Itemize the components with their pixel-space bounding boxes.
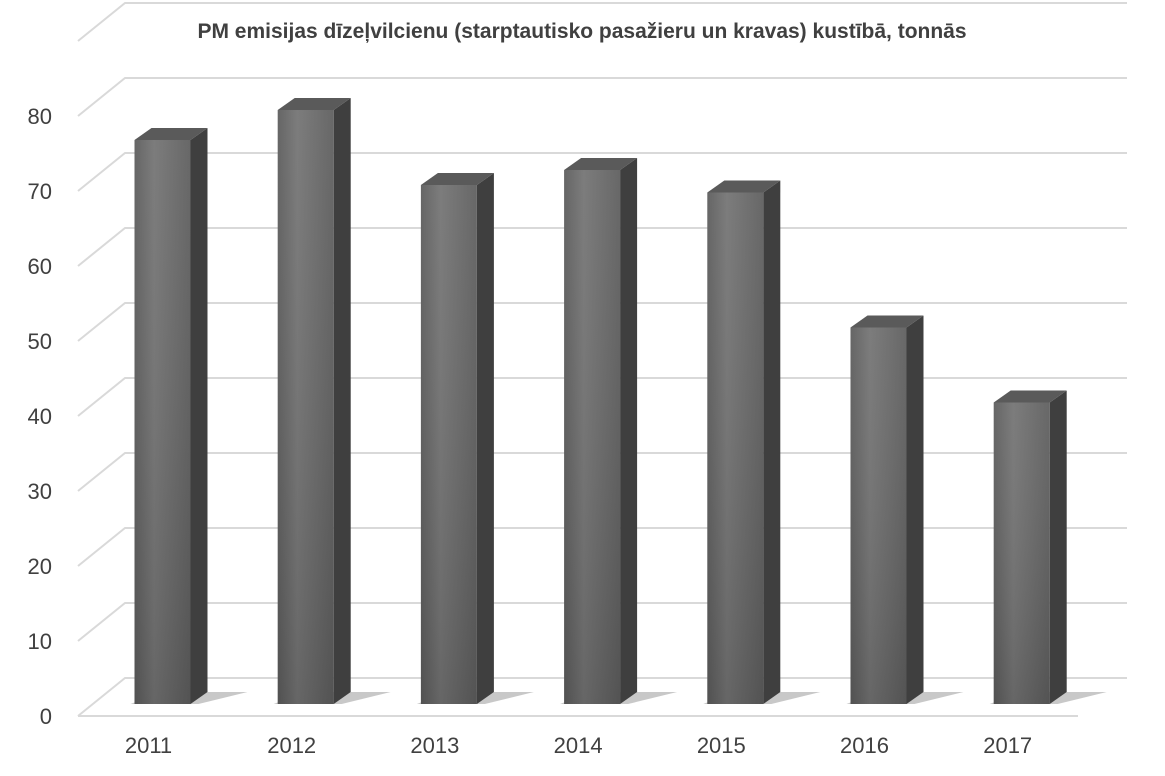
y-tick-label: 50 [28, 329, 52, 354]
bar-2017 [989, 390, 1107, 704]
gridline [77, 302, 1127, 342]
bar-2013 [416, 173, 534, 704]
gridline [77, 152, 1127, 192]
y-tick-label: 80 [28, 104, 52, 129]
bar-side [190, 128, 208, 704]
gridline [77, 677, 1127, 717]
bar-top [420, 173, 494, 185]
bar-2012 [273, 98, 391, 704]
bar-top [564, 158, 638, 170]
x-tick-label: 2011 [125, 733, 172, 758]
gridline [77, 2, 1127, 42]
gridline [77, 527, 1127, 567]
y-tick-label: 30 [28, 479, 52, 504]
y-tick-label: 10 [28, 629, 52, 654]
bar-front-shade [277, 110, 334, 704]
x-tick-label: 2012 [267, 733, 316, 758]
gridline [77, 227, 1127, 267]
gridline [77, 602, 1127, 642]
y-tick-label: 60 [28, 254, 52, 279]
gridline [77, 377, 1127, 417]
x-tick-label: 2015 [697, 733, 746, 758]
bar-top [707, 180, 781, 193]
bar-front-shade [707, 192, 764, 704]
bar-side [620, 158, 638, 704]
y-tick-label: 70 [28, 179, 52, 204]
x-tick-label: 2014 [554, 733, 603, 758]
bar-front-shade [564, 170, 621, 704]
bar-top [993, 390, 1067, 403]
bar-side [476, 173, 494, 704]
y-tick-label: 0 [40, 704, 52, 729]
grid [77, 2, 1127, 717]
bar-2014 [560, 158, 678, 704]
bar-front-shade [850, 327, 907, 704]
bar-side [763, 180, 781, 704]
y-axis-ticks: 0 10 20 30 40 50 60 70 80 [28, 104, 52, 729]
x-axis-ticks: 2011 2012 2013 2014 2015 2016 2017 [125, 733, 1032, 758]
x-tick-label: 2016 [840, 733, 889, 758]
y-tick-label: 40 [28, 404, 52, 429]
y-tick-label: 20 [28, 554, 52, 579]
bar-side [1049, 390, 1067, 704]
bar-2011 [130, 128, 248, 704]
bar-2015 [703, 180, 821, 704]
bar-top [134, 128, 208, 140]
bar-2016 [846, 315, 964, 704]
bars [130, 98, 1107, 704]
bar-front-shade [420, 185, 477, 704]
bar-side [333, 98, 351, 704]
bar-front-shade [134, 140, 191, 704]
x-tick-label: 2017 [983, 733, 1032, 758]
bar-top [277, 98, 351, 110]
gridline [77, 77, 1127, 117]
x-tick-label: 2013 [410, 733, 459, 758]
chart-title: PM emisijas dīzeļvilcienu (starptautisko… [197, 20, 966, 43]
bar-top [850, 315, 924, 328]
gridline [77, 452, 1127, 492]
bar-side [906, 315, 924, 704]
bar-front-shade [993, 402, 1050, 704]
